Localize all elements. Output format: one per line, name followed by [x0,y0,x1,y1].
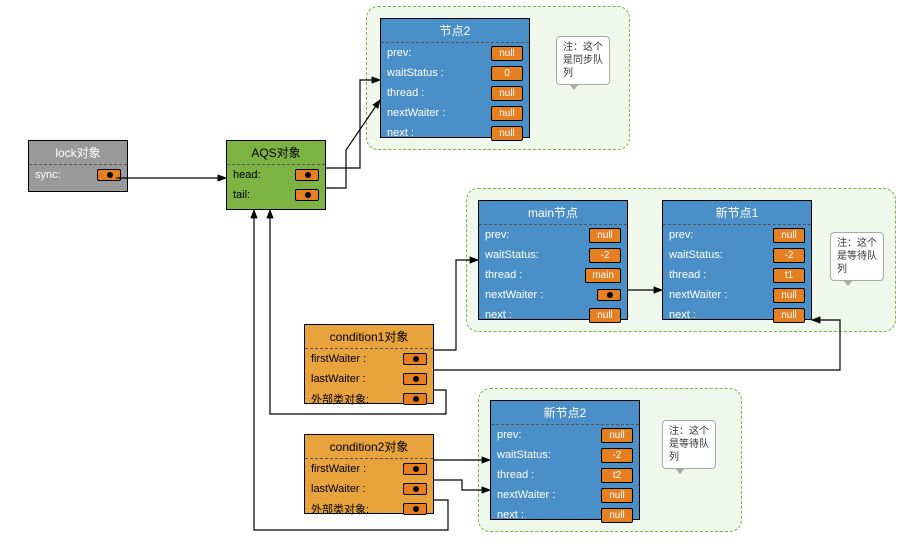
lock-sync-label: sync: [35,169,61,181]
pointer-icon [597,289,621,301]
aqs-head-label: head: [233,169,261,181]
note-sync: 注：这个是同步队列 [556,36,610,85]
pointer-icon [295,189,319,201]
note-wait-2: 注：这个是等待队列 [662,420,716,469]
node-main: main节点 prev:null waitStatus:-2 thread :m… [478,200,628,320]
node2-title: 节点2 [381,19,529,43]
cond2-title: condition2对象 [305,435,433,459]
note-wait-1: 注：这个是等待队列 [830,232,884,281]
node-new1: 新节点1 prev:null waitStatus:-2 thread :t1 … [662,200,812,320]
pointer-icon [403,463,427,475]
pointer-icon [97,169,121,181]
node-new2: 新节点2 prev:null waitStatus:-2 thread :t2 … [490,400,640,520]
lock-title: lock对象 [29,141,127,165]
node-aqs: AQS对象 head: tail: [226,140,326,210]
aqs-tail-label: tail: [233,189,250,201]
main-title: main节点 [479,201,627,225]
pointer-icon [403,373,427,385]
node-node2: 节点2 prev:null waitStatus :0 thread :null… [380,18,530,138]
cond1-title: condition1对象 [305,325,433,349]
node-cond1: condition1对象 firstWaiter : lastWaiter : … [304,324,434,404]
pointer-icon [295,169,319,181]
new1-title: 新节点1 [663,201,811,225]
pointer-icon [403,393,427,405]
pointer-icon [403,483,427,495]
pointer-icon [403,503,427,515]
node-lock: lock对象 sync: [28,140,128,192]
pointer-icon [403,353,427,365]
new2-title: 新节点2 [491,401,639,425]
aqs-title: AQS对象 [227,141,325,165]
node-cond2: condition2对象 firstWaiter : lastWaiter : … [304,434,434,514]
